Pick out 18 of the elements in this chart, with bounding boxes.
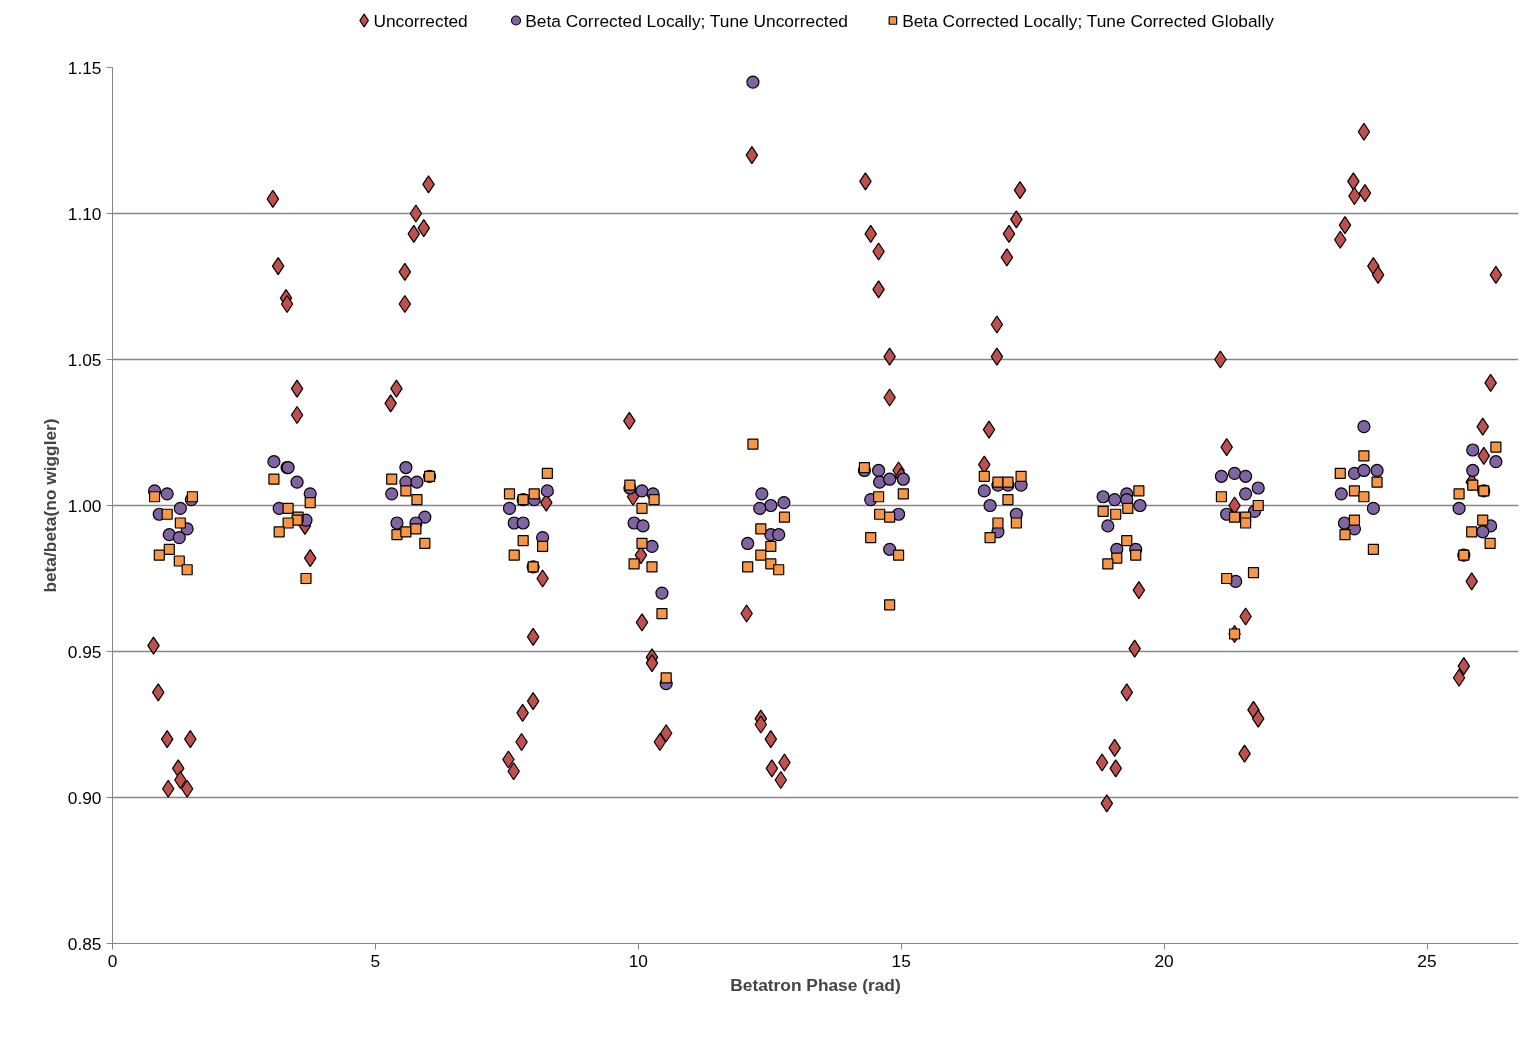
x-tick-label: 5 [370, 950, 381, 971]
y-tick-label: 0.85 [67, 933, 102, 954]
y-tick-label: 1.05 [67, 349, 102, 370]
y-tick-label: 1.00 [67, 495, 102, 516]
y-tick-label: 0.95 [67, 641, 102, 662]
x-tick-label: 20 [1154, 950, 1174, 971]
legend-label: Uncorrected [373, 10, 468, 31]
x-tick-label: 10 [628, 950, 648, 971]
legend-label: Beta Corrected Locally; Tune Uncorrected [525, 10, 848, 31]
x-axis-title: Betatron Phase (rad) [730, 974, 901, 995]
y-axis-title: beta/beta(no wiggler) [39, 418, 60, 593]
y-tick-label: 1.10 [67, 203, 102, 224]
x-tick-label: 25 [1417, 950, 1437, 971]
y-tick-label: 0.90 [67, 787, 102, 808]
x-tick-label: 0 [107, 950, 118, 971]
y-tick-label: 1.15 [67, 57, 102, 78]
x-tick-label: 15 [891, 950, 911, 971]
legend-label: Beta Corrected Locally; Tune Corrected Globally [902, 10, 1275, 31]
